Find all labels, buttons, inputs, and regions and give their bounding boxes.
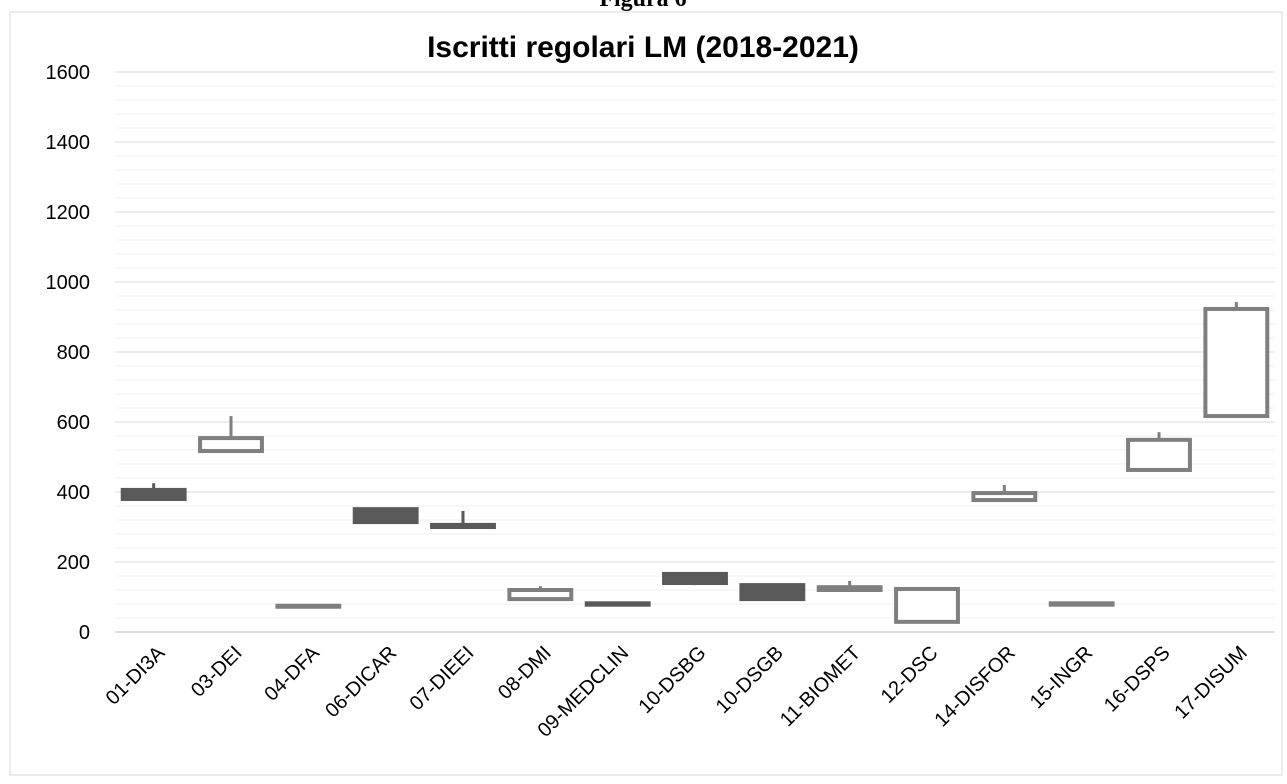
y-tick-label: 1000 (46, 272, 91, 294)
x-tick-label: 07-DIEEI (406, 642, 479, 715)
y-tick-label: 0 (79, 622, 90, 644)
x-tick-label: 01-DI3A (102, 642, 170, 710)
candle-body (120, 487, 187, 501)
x-tick-label: 10-DSBG (634, 642, 710, 718)
y-tick-label: 1600 (46, 62, 91, 84)
figure-label: Figura 6 (599, 0, 686, 12)
y-tick-label: 600 (57, 412, 90, 434)
x-tick-label: 04-DFA (260, 642, 324, 706)
x-tick-label: 08-DMI (494, 642, 556, 704)
candle-body (198, 436, 264, 454)
x-tick-label: 14-DISFOR (930, 642, 1019, 731)
candle-body (1203, 306, 1270, 419)
candle-body (584, 601, 651, 607)
y-tick-label: 1200 (46, 202, 91, 224)
x-tick-label: 06-DICAR (321, 642, 401, 722)
x-tick-label: 11-BIOMET (776, 642, 865, 731)
candle-body (816, 585, 883, 593)
y-tick-label: 1400 (46, 132, 91, 154)
candle-body (430, 522, 496, 530)
y-tick-label: 200 (57, 552, 90, 574)
x-tick-label: 12-DSC (877, 642, 943, 708)
x-tick-label: 15-INGR (1026, 642, 1097, 713)
y-tick-label: 400 (57, 482, 90, 504)
candle-body (662, 571, 728, 586)
candle-body (894, 586, 960, 624)
x-tick-label: 03-DEI (187, 642, 247, 702)
candle-body (507, 588, 574, 602)
candle-body (739, 583, 806, 602)
x-tick-label: 17-DISUM (1170, 642, 1252, 724)
candle-body (1048, 601, 1115, 607)
candle-body (275, 603, 342, 609)
chart-title: Iscritti regolari LM (2018-2021) (427, 31, 859, 64)
candle-body (1126, 437, 1192, 472)
candle-body (971, 491, 1038, 503)
x-tick-label: 16-DSPS (1100, 642, 1175, 717)
y-tick-label: 800 (57, 342, 90, 364)
chart-border (9, 11, 1283, 776)
x-tick-label: 10-DSGB (712, 642, 788, 718)
candle-body (352, 507, 419, 525)
